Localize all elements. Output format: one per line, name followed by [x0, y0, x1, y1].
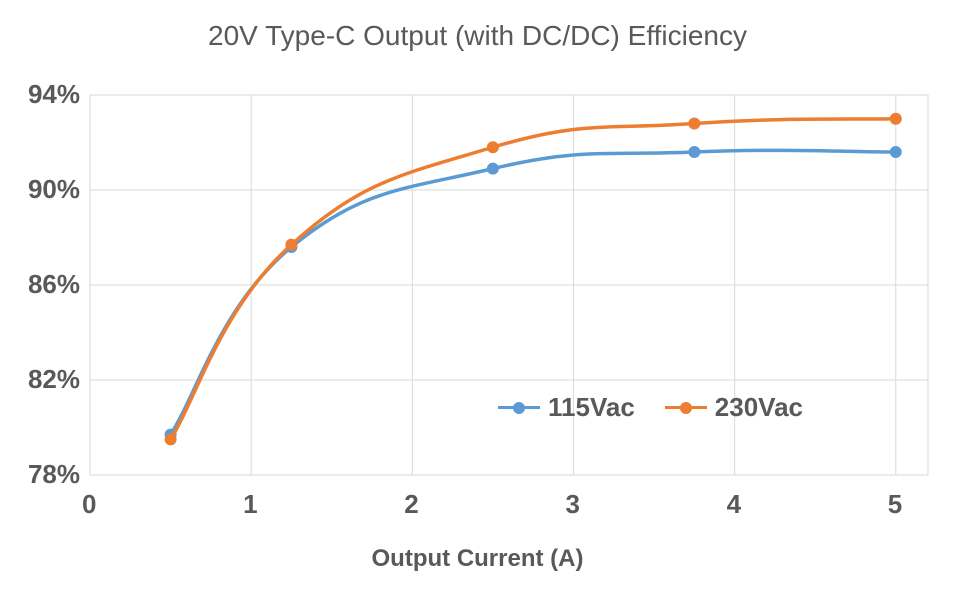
- series-marker-115Vac: [688, 146, 700, 158]
- legend-label: 230Vac: [715, 392, 803, 423]
- x-tick-label: 5: [888, 489, 902, 520]
- x-tick-label: 2: [404, 489, 418, 520]
- x-tick-label: 4: [727, 489, 741, 520]
- legend: 115Vac 230Vac: [498, 392, 803, 423]
- y-tick-label: 90%: [28, 174, 80, 205]
- series-marker-230Vac: [890, 113, 902, 125]
- legend-swatch: [665, 406, 707, 409]
- series-marker-115Vac: [487, 163, 499, 175]
- series-marker-230Vac: [688, 118, 700, 130]
- y-tick-label: 94%: [28, 79, 80, 110]
- legend-label: 115Vac: [548, 392, 635, 423]
- series-marker-230Vac: [487, 141, 499, 153]
- y-tick-label: 82%: [28, 364, 80, 395]
- series-marker-230Vac: [285, 239, 297, 251]
- x-tick-label: 1: [243, 489, 257, 520]
- y-tick-label: 86%: [28, 269, 80, 300]
- plot-svg: [0, 0, 955, 602]
- x-axis-label: Output Current (A): [372, 545, 584, 573]
- legend-item-230Vac: 230Vac: [665, 392, 803, 423]
- legend-item-115Vac: 115Vac: [498, 392, 635, 423]
- legend-swatch: [498, 406, 540, 409]
- y-tick-label: 78%: [28, 459, 80, 490]
- series-marker-230Vac: [165, 433, 177, 445]
- series-marker-115Vac: [890, 146, 902, 158]
- x-tick-label: 0: [82, 489, 96, 520]
- chart-container: 20V Type-C Output (with DC/DC) Efficienc…: [0, 0, 955, 602]
- x-tick-label: 3: [565, 489, 579, 520]
